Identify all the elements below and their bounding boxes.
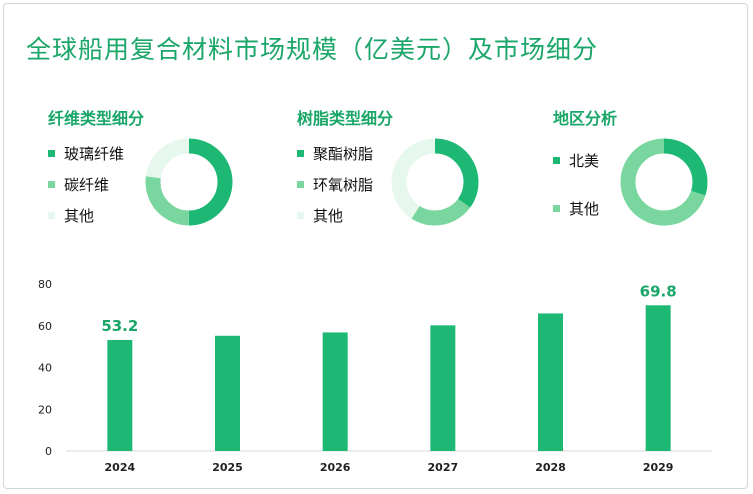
x-tick-label: 2026 xyxy=(320,461,351,474)
x-tick-label: 2025 xyxy=(212,461,243,474)
legend-label: 环氧树脂 xyxy=(313,176,374,194)
donut-slice-1 xyxy=(145,138,233,226)
bar-2027 xyxy=(430,325,456,451)
legend-item-polyester: 聚酯树脂 xyxy=(297,143,373,164)
legend-label: 玻璃纤维 xyxy=(64,145,125,163)
segment-title-resin: 树脂类型细分 xyxy=(297,109,394,128)
segment-title-region: 地区分析 xyxy=(553,109,618,128)
legend-marker xyxy=(297,181,304,188)
donut-slice-2 xyxy=(391,138,479,226)
bar-2028 xyxy=(538,313,563,451)
donut-resin-type xyxy=(391,138,479,226)
legend-label: 其他 xyxy=(64,207,95,225)
page-title: 全球船用复合材料市场规模（亿美元）及市场细分 xyxy=(26,35,599,64)
data-label: 53.2 xyxy=(101,317,138,335)
legend-marker xyxy=(48,150,55,157)
bar-2029 xyxy=(645,305,671,451)
legend-marker xyxy=(297,212,304,219)
y-tick-label: 20 xyxy=(38,403,52,416)
x-tick-label: 2028 xyxy=(535,461,566,474)
donut-region xyxy=(620,138,708,226)
donut-fiber-type xyxy=(145,138,233,226)
bar-2025 xyxy=(215,335,240,451)
donut-slice-1 xyxy=(391,138,479,226)
y-tick-label: 60 xyxy=(38,320,52,333)
legend-item-glass-fiber: 玻璃纤维 xyxy=(48,143,124,164)
x-tick-label: 2024 xyxy=(105,461,136,474)
legend-item-north-america: 北美 xyxy=(553,150,599,171)
x-tick-label: 2029 xyxy=(643,461,674,474)
y-tick-label: 0 xyxy=(45,445,52,458)
segment-title-fiber: 纤维类型细分 xyxy=(48,109,145,128)
legend-item-resin-other: 其他 xyxy=(297,205,343,226)
y-tick-label: 40 xyxy=(38,362,52,375)
legend-label: 其他 xyxy=(569,200,600,218)
legend-item-fiber-other: 其他 xyxy=(48,205,94,226)
legend-label: 碳纤维 xyxy=(64,176,110,194)
legend-item-region-other: 其他 xyxy=(553,198,599,219)
legend-marker xyxy=(48,181,55,188)
bar-2026 xyxy=(322,332,348,451)
data-label: 69.8 xyxy=(640,282,677,300)
y-tick-label: 80 xyxy=(38,278,52,291)
legend-label: 聚酯树脂 xyxy=(313,145,374,163)
donut-slice-1 xyxy=(620,138,708,226)
legend-label: 其他 xyxy=(313,207,344,225)
legend-marker xyxy=(48,212,55,219)
legend-marker xyxy=(553,157,560,164)
donut-slice-2 xyxy=(145,138,233,226)
market-size-bar-chart: 0 20 40 60 80 2024 53.2 2025 2026 2027 2028 2029 69.… xyxy=(38,278,712,474)
x-tick-label: 2027 xyxy=(428,461,459,474)
legend-item-epoxy: 环氧树脂 xyxy=(297,174,373,195)
legend-marker xyxy=(297,150,304,157)
legend-label: 北美 xyxy=(569,152,600,170)
bar-2024 xyxy=(107,339,133,451)
legend-marker xyxy=(553,205,560,212)
legend-item-carbon-fiber: 碳纤维 xyxy=(48,174,109,195)
chart-frame xyxy=(3,3,748,489)
